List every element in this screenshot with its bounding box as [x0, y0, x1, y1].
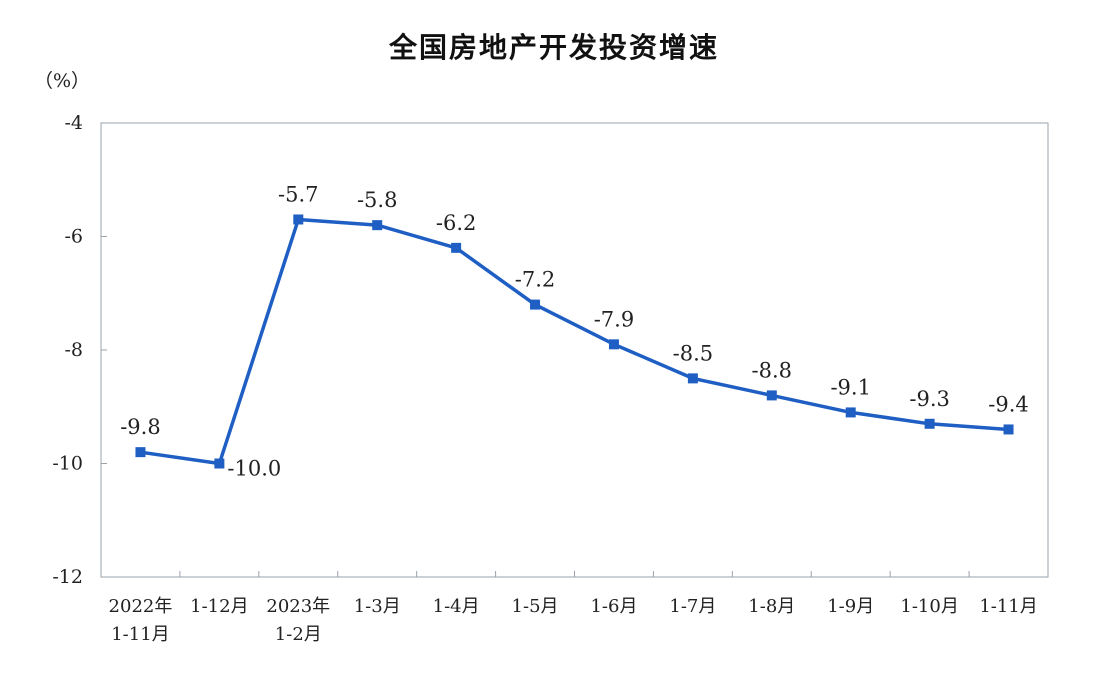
data-point-marker: [1003, 424, 1014, 435]
data-point-marker: [293, 214, 304, 225]
data-label: -10.0: [227, 457, 281, 481]
x-tick-label: 1-8月: [748, 596, 795, 617]
chart-title: 全国房地产开发投资增速: [388, 31, 719, 64]
y-tick-label: -12: [52, 566, 83, 588]
y-tick-label: -6: [64, 226, 83, 248]
data-point-marker: [214, 458, 225, 469]
data-label: -9.4: [988, 392, 1029, 416]
data-label: -9.3: [909, 387, 950, 411]
x-tick-label: 1-6月: [590, 596, 637, 617]
x-tick-label: 1-5月: [512, 596, 559, 617]
x-tick-label: 1-11月: [979, 596, 1037, 617]
x-tick-label: 1-9月: [827, 596, 874, 617]
data-label: -5.8: [357, 188, 398, 212]
x-tick-label: 2022年: [109, 596, 173, 617]
x-tick-label: 1-4月: [433, 596, 480, 617]
data-label: -9.8: [120, 415, 161, 439]
data-point-marker: [135, 447, 146, 458]
data-label: -8.8: [752, 358, 793, 382]
y-tick-label: -8: [64, 339, 83, 361]
data-point-marker: [530, 299, 541, 310]
x-tick-label: 1-2月: [275, 624, 322, 645]
data-label: -8.5: [673, 341, 714, 365]
y-axis: -4 -6 -8 -10 -12: [52, 112, 107, 588]
data-point-marker: [924, 418, 935, 429]
x-axis: 2022年 1-11月 1-12月 2023年 1-2月 1-3月 1-4月 1-5月 1-6月…: [109, 571, 1038, 645]
data-label: -9.1: [830, 375, 871, 399]
series-line: [140, 217, 1009, 466]
data-label: -7.2: [515, 268, 556, 292]
data-point-marker: [372, 220, 383, 231]
series-line-group: [135, 214, 1014, 469]
plot-area-border: [100, 122, 1049, 578]
x-tick-label: 1-7月: [669, 596, 716, 617]
data-label: -6.2: [436, 211, 477, 235]
x-tick-label: 1-12月: [190, 596, 248, 617]
data-point-marker: [608, 339, 619, 350]
x-tick-label: 1-11月: [111, 624, 169, 645]
data-point-marker: [687, 373, 698, 384]
x-tick-label: 2023年: [266, 596, 330, 617]
data-point-marker: [451, 242, 462, 253]
data-label: -5.7: [278, 182, 319, 206]
data-point-marker: [766, 390, 777, 401]
y-axis-unit-label: （%）: [34, 70, 91, 92]
y-tick-label: -4: [64, 112, 83, 134]
x-tick-label: 1-10月: [900, 596, 958, 617]
data-point-marker: [845, 407, 856, 418]
y-tick-label: -10: [52, 453, 83, 475]
data-label: -7.9: [594, 307, 635, 331]
x-tick-label: 1-3月: [354, 596, 401, 617]
data-labels-group: -9.8 -10.0 -5.7 -5.8 -6.2 -7.2 -7.9 -8.5 -8.8 -9.…: [120, 182, 1029, 480]
